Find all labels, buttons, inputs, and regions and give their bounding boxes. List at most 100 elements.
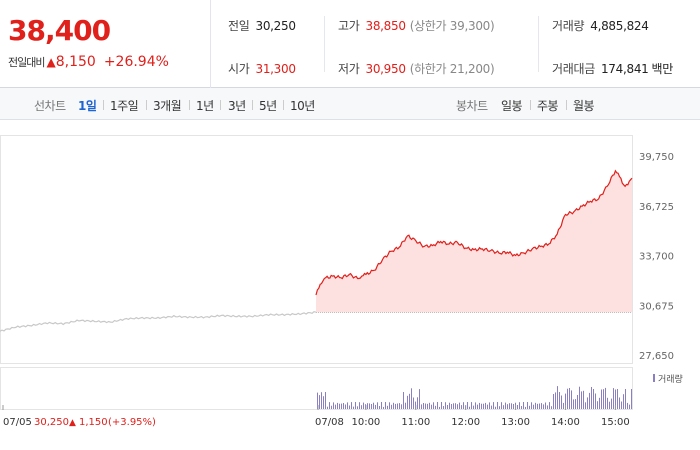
volume-bar [617,389,618,409]
y-tick-label: 33,700 [639,252,674,263]
volume-bar [531,402,532,409]
volume-bar [607,397,608,409]
range-tab-1w[interactable]: 1주일 [110,99,139,113]
volume-bar [453,403,454,409]
volume-bar [561,395,562,409]
volume-bar [407,395,408,409]
volume-bar [441,402,442,409]
divider [146,100,147,110]
volume-bar [549,402,550,409]
volume-bar [341,403,342,409]
volume-bar [455,403,456,409]
volume-bar [367,403,368,409]
volume-bar [595,393,596,409]
y-tick-label: 27,650 [639,351,674,362]
volume-bar [493,402,494,409]
divider [103,100,104,110]
stat-open: 시가 31,300 [228,62,296,76]
x-axis-labels: 07/05 07/08 10:00 11:00 12:00 13:00 14:00 15:00 [2,405,630,428]
up-arrow-icon: ▲ [46,55,56,69]
volume-bar [327,406,328,409]
range-tab-3y[interactable]: 3년 [228,99,246,113]
y-tick-label: 30,675 [639,301,674,312]
volume-bar [479,402,480,409]
volume-bar [473,405,474,409]
range-tab-1d[interactable]: 1일 [78,99,97,113]
y-tick-label: 36,725 [639,202,674,213]
volume-bar [569,388,570,409]
volume-bar [555,392,556,409]
volume-bar [359,402,360,409]
range-tab-1y[interactable]: 1년 [196,99,214,113]
volume-bar [337,402,338,409]
volume-bar [471,402,472,409]
candle-tab-monthly[interactable]: 월봉 [573,99,595,113]
volume-bar [397,403,398,409]
volume-bar [623,394,624,409]
volume-bar [497,402,498,409]
volume-bar [385,402,386,409]
volume-bar [421,404,422,409]
volume-bar [427,403,428,409]
volume-bar [481,403,482,409]
volume-bar [351,402,352,409]
divider [189,100,190,110]
volume-bar [491,405,492,409]
range-tab-3m[interactable]: 3개월 [153,99,182,113]
volume-bar [333,402,334,409]
volume-bar [575,399,576,409]
volume-bar [449,402,450,409]
range-tab-5y[interactable]: 5년 [259,99,277,113]
volume-bar [619,397,620,409]
volume-bar [577,395,578,409]
volume-bar [361,405,362,409]
candle-chart-label: 봉차트 [456,99,488,113]
volume-bar [329,402,330,409]
volume-bar [331,405,332,409]
volume-bar [483,403,484,409]
stat-trade-value: 거래대금 174,841 백만 [552,62,673,76]
volume-bar [537,403,538,409]
volume-bar [409,393,410,409]
divider [220,100,221,110]
volume-bar [547,405,548,409]
volume-bars [317,386,632,409]
volume-bar [435,405,436,409]
volume-bar [519,402,520,409]
volume-bar [375,404,376,409]
volume-bar [489,402,490,409]
volume-bar [379,406,380,409]
volume-bar [495,406,496,409]
volume-bar [591,387,592,409]
price-change: 전일대비 ▲8,150 +26.94% [8,54,169,70]
volume-bar [511,403,512,409]
x-tick-label: 10:00 [351,417,380,428]
candle-tab-daily[interactable]: 일봉 [501,99,523,113]
volume-bar [343,403,344,409]
volume-bar [369,403,370,409]
volume-bar [609,401,610,409]
volume-bar [405,402,406,409]
volume-bar [431,404,432,409]
chart-toolbar: 선차트 1일 1주일 3개월 1년 3년 5년 10년 봉차트 일봉 주봉 월봉 [0,88,700,120]
footer-price: 30,250 [34,417,69,428]
volume-bar [583,390,584,409]
volume-bar [363,402,364,409]
volume-bar [401,404,402,409]
volume-bar [373,402,374,409]
volume-bar [587,397,588,409]
volume-bar [381,402,382,409]
volume-bar [553,394,554,409]
candle-tab-weekly[interactable]: 주봉 [537,99,559,113]
volume-bar [411,388,412,409]
stat-volume: 거래량 4,885,824 [552,19,649,33]
volume-bar [585,402,586,409]
stat-low: 저가 30,950 (하한가 21,200) [338,62,495,76]
volume-bar [513,404,514,409]
x-tick-label: 12:00 [451,417,480,428]
volume-bar [487,404,488,409]
volume-bar [505,402,506,409]
range-tab-10y[interactable]: 10년 [290,99,315,113]
volume-bar [399,403,400,409]
volume-bar [387,405,388,409]
